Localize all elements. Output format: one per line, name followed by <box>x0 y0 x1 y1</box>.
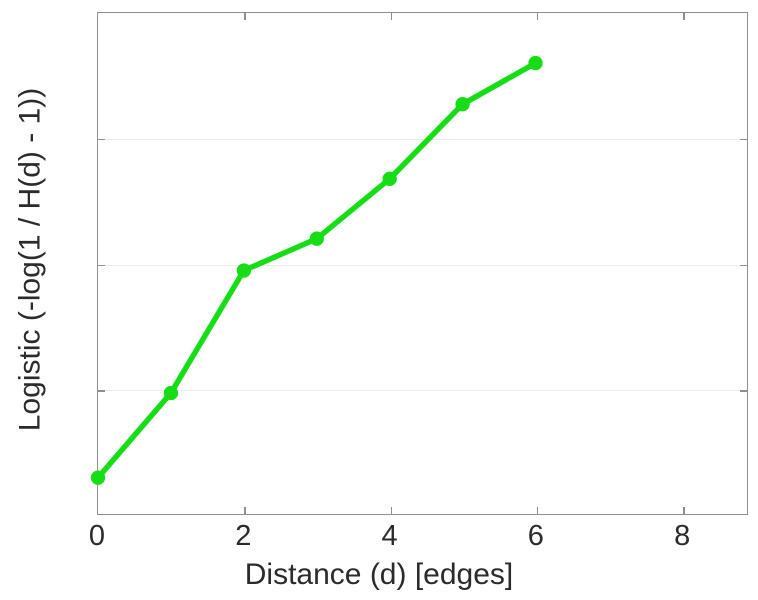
y-tick-mark <box>98 390 105 392</box>
y-tick-mark <box>740 264 747 266</box>
x-tick-mark <box>683 13 685 20</box>
x-tick-mark <box>536 13 539 20</box>
gridlines <box>98 13 747 514</box>
x-tick-mark <box>244 507 246 514</box>
y-axis-label: Logistic (-log(1 / H(d) - 1)) <box>13 87 47 432</box>
x-tick-mark <box>536 507 539 514</box>
data-point-marker <box>528 55 543 71</box>
data-series-group <box>90 55 543 485</box>
y-tick-mark <box>98 138 105 141</box>
data-point-marker <box>309 231 324 246</box>
gridline <box>98 264 747 266</box>
y-tick-mark <box>740 138 747 141</box>
data-point-marker <box>236 263 252 278</box>
series-line <box>95 60 539 481</box>
x-tick-label: 0 <box>88 520 106 552</box>
gridline <box>98 138 747 140</box>
data-point-marker <box>90 470 106 485</box>
plot-area <box>90 12 748 515</box>
series-markers <box>90 55 543 485</box>
y-tick-mark <box>740 390 747 392</box>
x-tick-label: 2 <box>235 520 252 552</box>
gridline <box>98 390 747 392</box>
x-tick-mark <box>390 507 392 514</box>
x-axis-label: Distance (d) [edges] <box>244 558 514 591</box>
x-tick-mark <box>390 13 392 20</box>
data-point-marker <box>163 385 179 401</box>
x-tick-label: 4 <box>381 520 398 552</box>
y-tick-mark <box>98 264 105 266</box>
x-tick-mark <box>683 507 685 514</box>
x-tick-label: 6 <box>527 520 544 552</box>
data-point-marker <box>382 171 397 187</box>
x-tick-label: 8 <box>674 520 691 552</box>
x-tick-mark <box>244 13 246 20</box>
data-point-marker <box>455 97 470 112</box>
